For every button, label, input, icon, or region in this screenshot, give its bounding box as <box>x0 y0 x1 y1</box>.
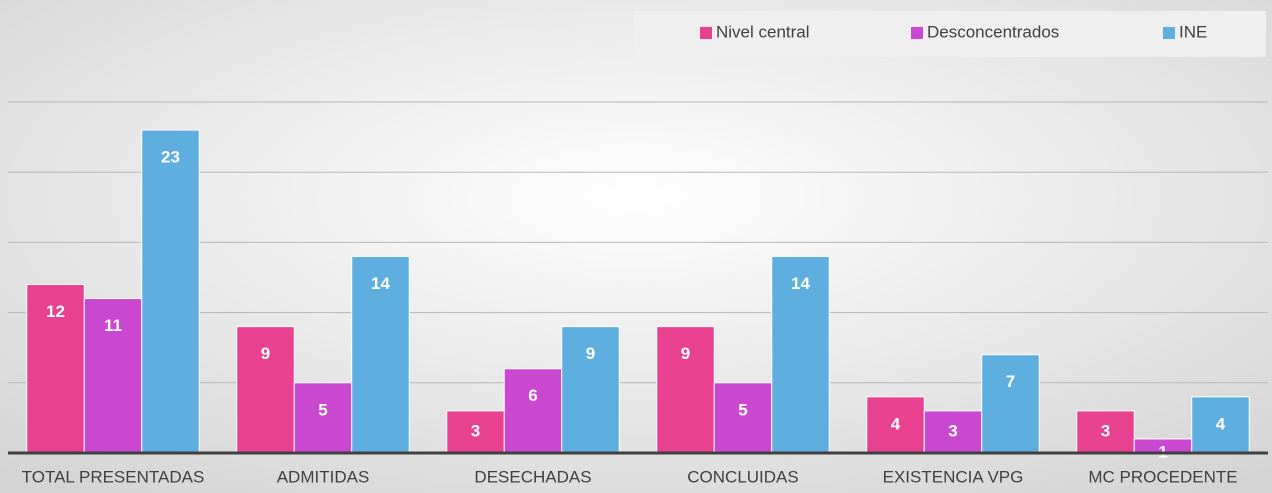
x-tick-label: EXISTENCIA VPG <box>883 467 1024 486</box>
bar <box>713 382 773 454</box>
data-label: 3 <box>471 421 480 440</box>
legend-label: Desconcentrados <box>927 22 1059 41</box>
legend-box <box>634 11 1266 57</box>
data-label: 11 <box>104 316 122 335</box>
data-label: 4 <box>891 414 901 433</box>
data-label: 3 <box>948 421 957 440</box>
data-label: 4 <box>1216 414 1226 433</box>
data-label: 9 <box>261 344 270 363</box>
legend-label: INE <box>1179 22 1207 41</box>
bar <box>26 284 85 454</box>
legend-swatch <box>1163 27 1175 39</box>
data-label: 6 <box>528 386 537 405</box>
data-label: 23 <box>161 148 180 167</box>
x-tick-label: MC PROCEDENTE <box>1088 467 1237 486</box>
x-tick-label: TOTAL PRESENTADAS <box>22 467 205 486</box>
bar <box>293 382 353 454</box>
x-tick-label: CONCLUIDAS <box>687 467 798 486</box>
bar <box>236 326 295 454</box>
bar <box>561 326 620 454</box>
data-label: 14 <box>791 274 810 293</box>
legend-swatch <box>911 27 923 39</box>
bar <box>503 368 563 454</box>
data-label: 12 <box>46 302 65 321</box>
bar <box>83 298 143 454</box>
data-label: 9 <box>681 344 690 363</box>
legend-label: Nivel central <box>716 22 810 41</box>
bar <box>1191 396 1250 454</box>
x-tick-label: DESECHADAS <box>474 467 591 486</box>
data-label: 7 <box>1006 372 1015 391</box>
bar <box>866 396 925 454</box>
bar <box>981 354 1040 454</box>
bar <box>141 129 200 454</box>
legend-swatch <box>700 27 712 39</box>
data-label: 14 <box>371 274 390 293</box>
x-tick-label: ADMITIDAS <box>277 467 370 486</box>
bar <box>771 255 830 454</box>
data-label: 3 <box>1101 421 1110 440</box>
data-label: 9 <box>586 344 595 363</box>
data-label: 5 <box>318 400 327 419</box>
data-label: 5 <box>738 400 747 419</box>
